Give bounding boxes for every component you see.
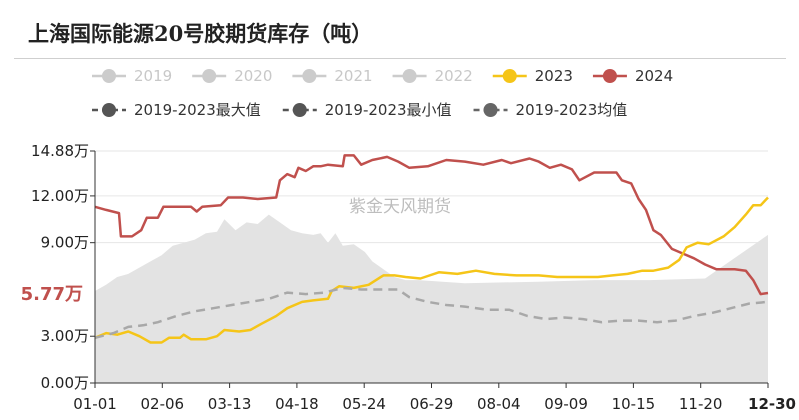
y-tick-label: 9.00万	[41, 234, 89, 252]
legend-label-2019[interactable]: 2019	[134, 67, 172, 85]
watermark: 紫金天风期货	[349, 197, 451, 217]
watermark-layer: 紫金天风期货	[349, 197, 451, 217]
x-tick-label: 01-01	[73, 395, 117, 413]
legend-label-2023[interactable]: 2023	[535, 67, 573, 85]
x-tick-label: 02-06	[141, 395, 185, 413]
axes: 14.88万 12.00万 9.00万 3.00万 0.00万 01-01 02-06 03-…	[21, 142, 796, 413]
legend-label-2022[interactable]: 2022	[435, 67, 473, 85]
y-tick-label: 14.88万	[31, 142, 89, 160]
legend-marker-2022[interactable]	[402, 69, 417, 83]
legend-marker-2020[interactable]	[202, 69, 217, 83]
x-tick-label: 09-09	[544, 395, 588, 413]
x-tick-label: 10-15	[612, 395, 656, 413]
legend-marker-2021[interactable]	[302, 69, 317, 83]
chart-title: 上海国际能源20号胶期货库存（吨）	[28, 21, 373, 46]
legend-label-2019-2023均值[interactable]: 2019-2023均值	[516, 101, 628, 119]
legend: 2019 2020 2021 2022 2023 2024 2019-2023最大值 2019…	[92, 67, 673, 119]
series-2023-line	[94, 196, 769, 344]
y-tick-label: 3.00万	[41, 327, 89, 345]
x-tick-label: 04-18	[275, 395, 319, 413]
series-2019-2023--area	[95, 214, 768, 383]
legend-marker-2024[interactable]	[602, 69, 617, 83]
plot-area	[94, 154, 769, 383]
legend-label-2019-2023最小值[interactable]: 2019-2023最小值	[325, 101, 452, 119]
x-tick-label: 05-24	[342, 395, 386, 413]
series-2019-2023--line	[94, 286, 769, 340]
legend-marker-2019-2023最大值[interactable]	[102, 103, 116, 117]
legend-label-2024[interactable]: 2024	[635, 67, 673, 85]
legend-label-2021[interactable]: 2021	[334, 67, 372, 85]
legend-marker-2019-2023均值[interactable]	[483, 103, 498, 117]
series-2024-line	[94, 154, 769, 296]
legend-label-2019-2023最大值[interactable]: 2019-2023最大值	[134, 101, 261, 119]
title-divider	[14, 58, 786, 59]
y-tick-label: 0.00万	[41, 374, 89, 392]
x-tick-label-current: 12-30	[748, 395, 796, 413]
y-tick-label: 12.00万	[31, 187, 89, 205]
legend-label-2020[interactable]: 2020	[234, 67, 272, 85]
x-tick-label: 11-20	[679, 395, 723, 413]
x-tick-label: 08-04	[477, 395, 521, 413]
x-tick-label: 03-13	[208, 395, 252, 413]
legend-marker-2023[interactable]	[502, 69, 517, 83]
x-tick-label: 06-29	[410, 395, 454, 413]
current-value-label: 5.77万	[21, 284, 83, 305]
legend-marker-2019-2023最小值[interactable]	[292, 103, 307, 117]
legend-marker-2019[interactable]	[102, 69, 116, 83]
